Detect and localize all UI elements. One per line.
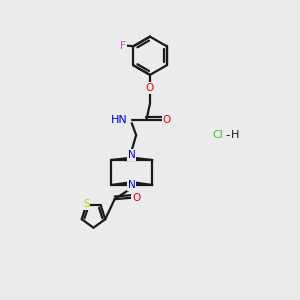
Text: -: -	[226, 129, 230, 142]
Text: O: O	[163, 115, 171, 125]
Text: O: O	[146, 83, 154, 93]
Text: N: N	[128, 150, 136, 160]
Text: S: S	[83, 199, 89, 209]
Text: F: F	[120, 40, 126, 51]
Text: O: O	[132, 193, 141, 203]
Text: N: N	[128, 180, 136, 190]
Text: Cl: Cl	[212, 130, 223, 140]
Text: HN: HN	[111, 115, 127, 125]
Text: H: H	[231, 130, 240, 140]
